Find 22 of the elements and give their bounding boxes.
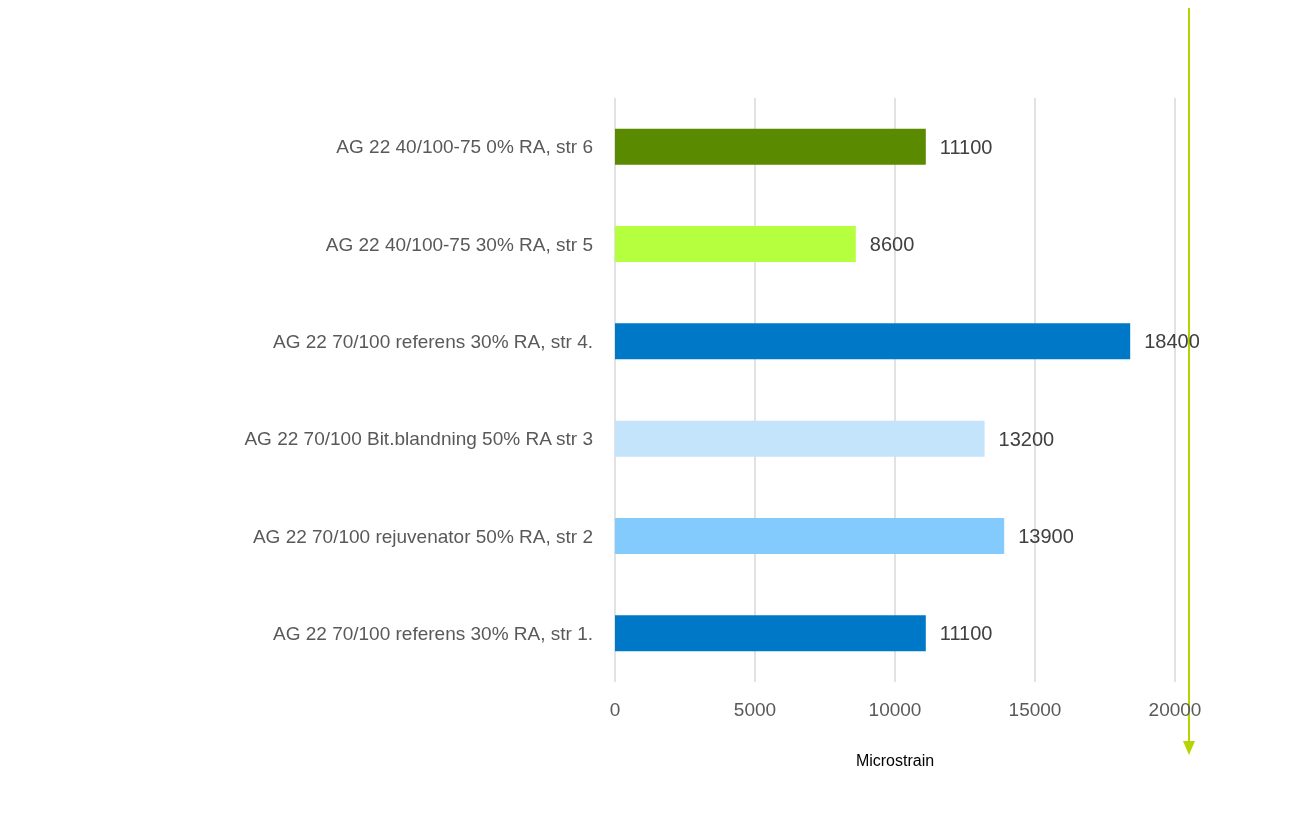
x-tick-label: 15000	[1008, 699, 1062, 720]
y-tick-label: AG 22 40/100-75 0% RA, str 6	[336, 136, 593, 158]
x-axis-title: Microstrain	[855, 751, 935, 769]
y-tick-label: AG 22 70/100 referens 30% RA, str 4.	[272, 330, 593, 352]
y-tick-label: AG 22 70/100 Bit.blandning 50% RA str 3	[244, 428, 593, 450]
data-label: 8600	[869, 233, 915, 255]
bar	[615, 226, 856, 262]
bar	[615, 615, 926, 652]
data-label: 13900	[1018, 525, 1074, 547]
y-tick-label: AG 22 70/100 rejuvenator 50% RA, str 2	[252, 525, 593, 547]
x-tick-label: 0	[609, 699, 621, 720]
bar	[615, 420, 985, 457]
x-tick-label: 5000	[733, 699, 777, 720]
bar	[615, 128, 926, 165]
bar	[615, 323, 1131, 360]
y-tick-label: AG 22 70/100 referens 30% RA, str 1.	[272, 622, 593, 644]
y-tick-label: AG 22 40/100-75 30% RA, str 5	[325, 233, 593, 255]
data-label: 11100	[939, 135, 993, 158]
data-label: 11100	[939, 622, 993, 645]
x-tick-label: 10000	[868, 699, 922, 720]
data-label: 13200	[998, 427, 1055, 450]
bar	[615, 518, 1005, 554]
